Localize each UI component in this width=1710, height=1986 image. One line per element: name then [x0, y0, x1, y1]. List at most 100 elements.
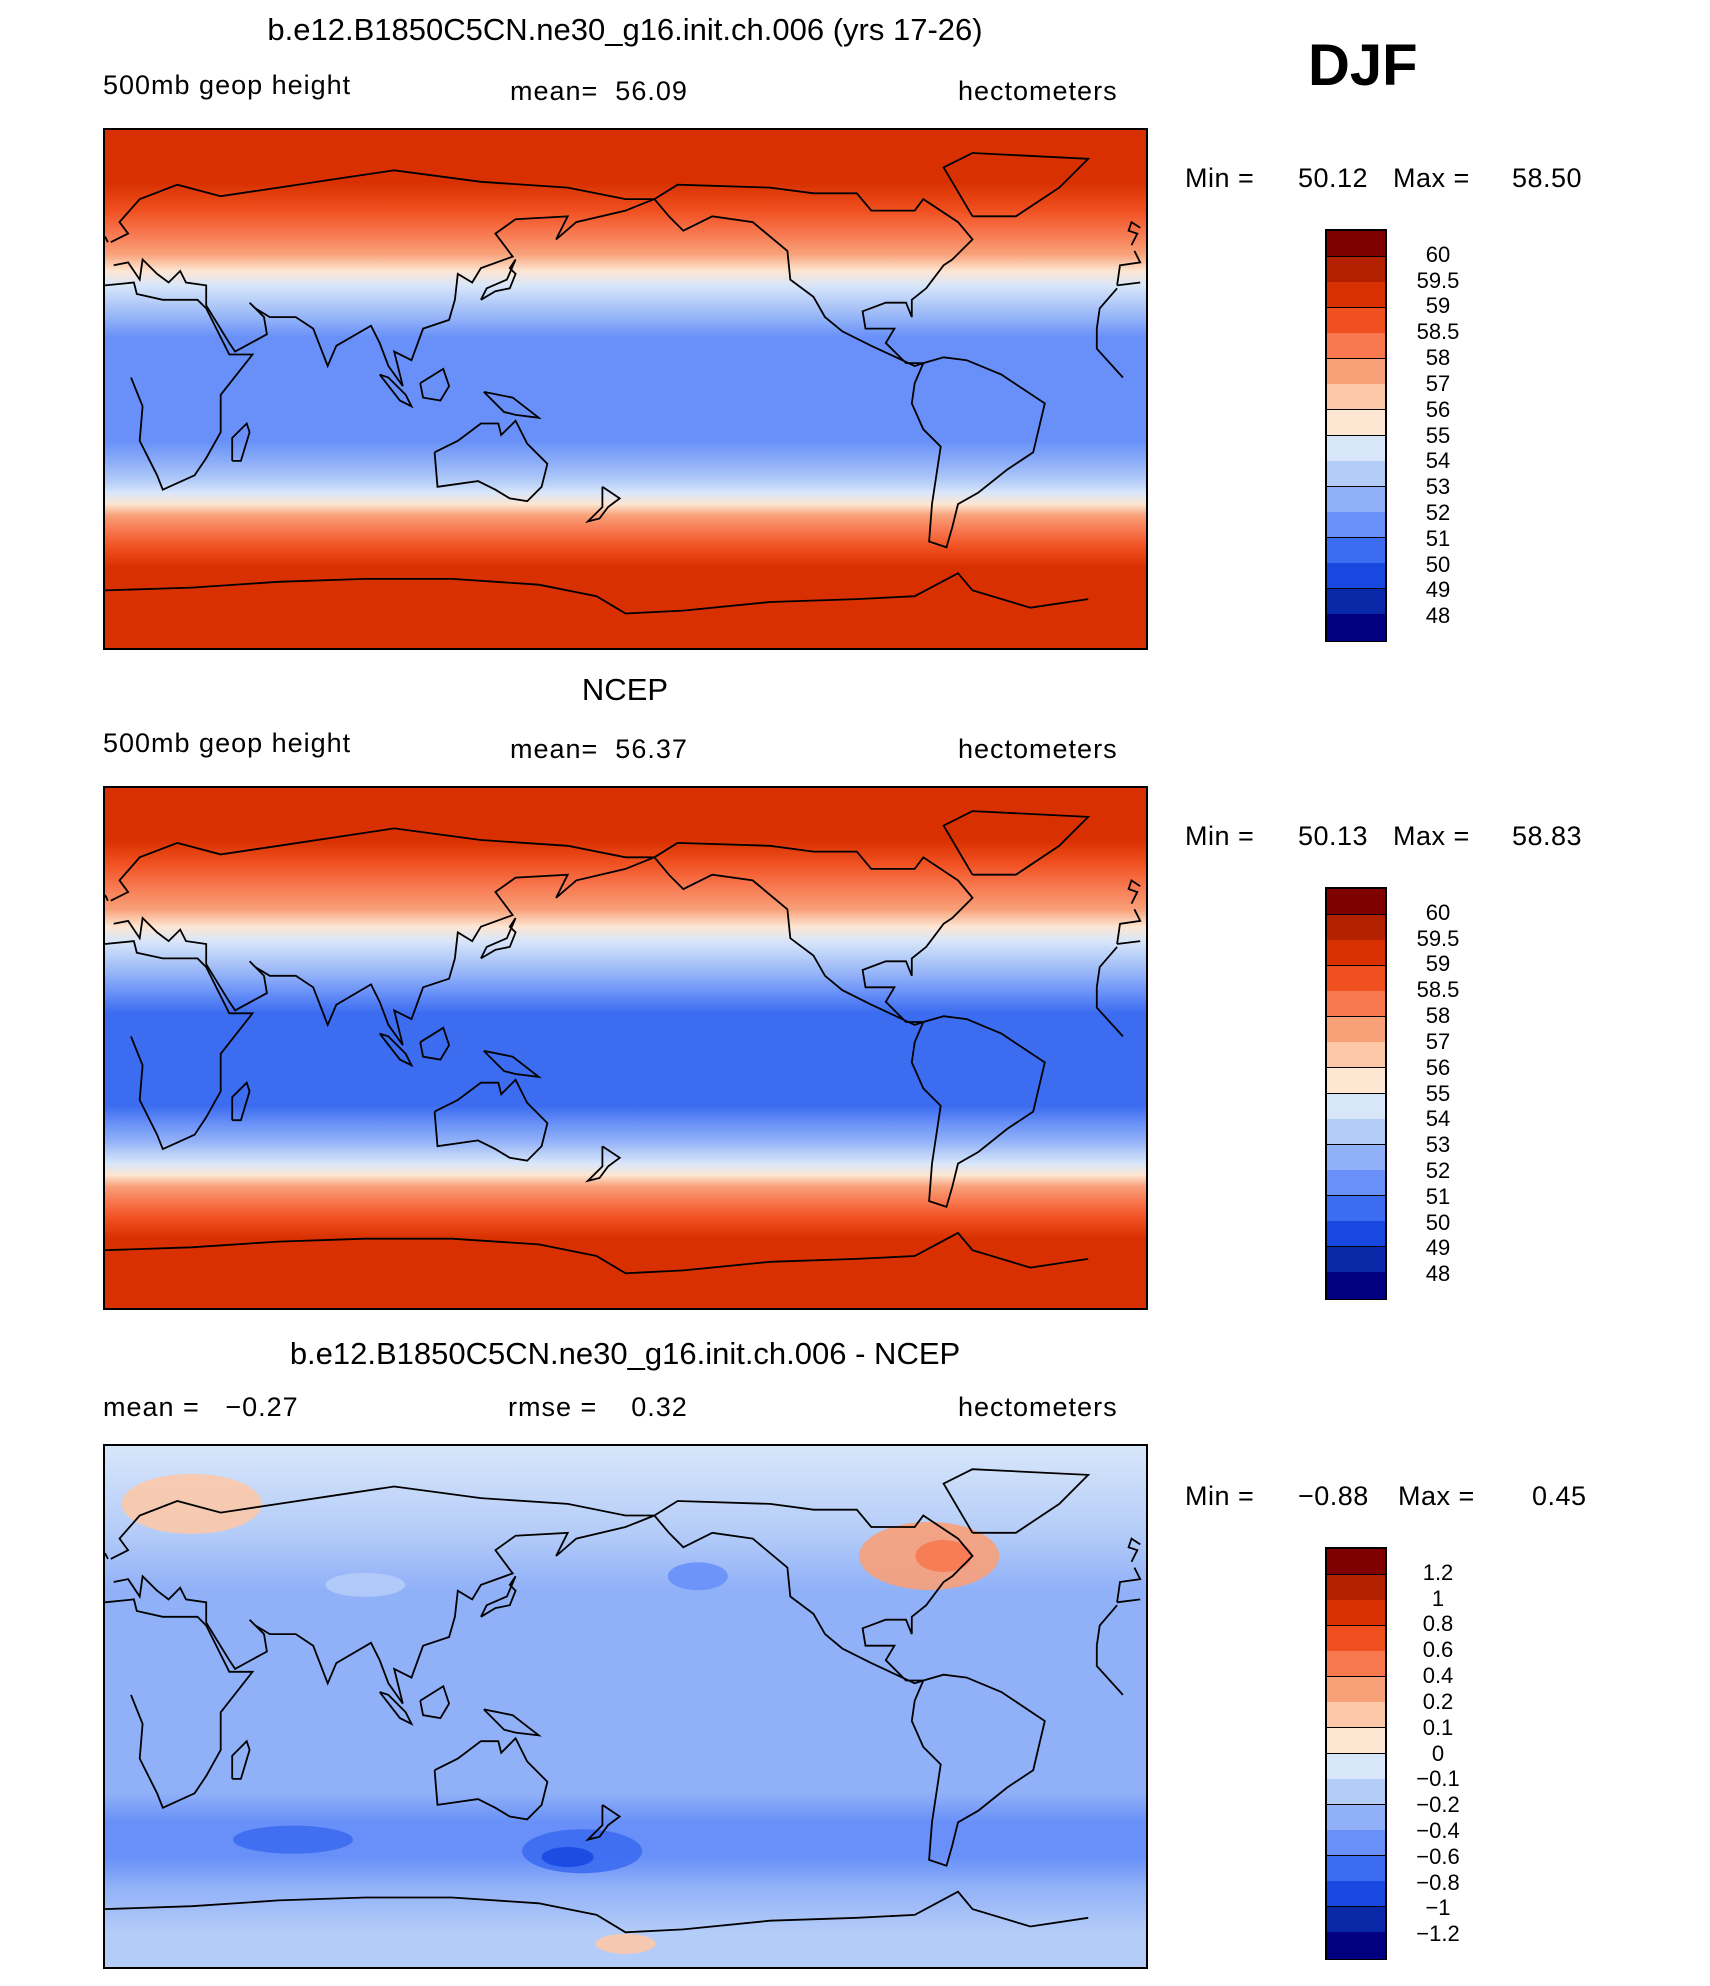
colorbar-tick-label: 51	[1425, 525, 1451, 551]
coastline	[105, 1231, 1089, 1275]
colorbar-tick-label: 53	[1425, 474, 1451, 500]
colorbar-tick-label: −0.4	[1416, 1817, 1460, 1843]
anomaly-contour	[667, 1562, 728, 1591]
coastline	[1127, 1537, 1141, 1563]
colorbar-tick-label: 58	[1425, 345, 1451, 371]
coastline	[480, 1575, 517, 1618]
colorbar-tick-label: 0.1	[1422, 1714, 1454, 1740]
coastline	[105, 894, 109, 902]
colorbar-swatch	[1327, 1830, 1385, 1857]
coastline	[1095, 287, 1118, 329]
coastline	[480, 258, 517, 301]
colorbar-swatch	[1327, 1702, 1385, 1729]
coastline	[584, 1145, 622, 1183]
colorbar-tick-label: 1.2	[1422, 1559, 1454, 1585]
season-label: DJF	[1308, 33, 1418, 98]
colorbar-swatch	[1327, 1779, 1385, 1806]
colorbar-tick-label: 56	[1425, 396, 1451, 422]
coastline	[110, 1485, 655, 1705]
colorbar-tick-label: −0.2	[1416, 1792, 1460, 1818]
colorbar-swatch	[1327, 1906, 1385, 1933]
coastline	[105, 1890, 1089, 1934]
colorbar-swatch	[1327, 256, 1385, 283]
anomaly-contour	[232, 1825, 353, 1854]
colorbar-swatch	[1327, 889, 1385, 916]
colorbar-swatch	[1327, 486, 1385, 513]
coastline	[105, 572, 1089, 615]
colorbar-swatch	[1327, 991, 1385, 1018]
colorbar-tick-label: 52	[1425, 499, 1451, 525]
panel-3-units-label: hectometers	[958, 1392, 1118, 1422]
anomaly-contour	[915, 1539, 972, 1572]
colorbar-tick-label: 52	[1425, 1157, 1451, 1183]
colorbar-swatch	[1327, 940, 1385, 967]
colorbar-tick-label: 50	[1425, 551, 1451, 577]
panel-1-max-value: 58.50	[1512, 163, 1583, 193]
colorbar-tick-label: 0	[1431, 1740, 1445, 1766]
colorbar-tick-label: 49	[1425, 577, 1451, 603]
anomaly-contour	[595, 1933, 656, 1954]
panel-1-max-label: Max =	[1393, 163, 1470, 193]
panel-3-min-value: −0.88	[1298, 1481, 1369, 1511]
colorbar-swatch	[1327, 1246, 1385, 1273]
colorbar-swatch	[1327, 537, 1385, 564]
coastline	[1116, 250, 1142, 286]
panel-2-max-value: 58.83	[1512, 821, 1583, 851]
colorbar-tick-label: 1	[1431, 1585, 1445, 1611]
colorbar-swatch	[1327, 1272, 1385, 1299]
colorbar-swatch	[1327, 282, 1385, 309]
colorbar-tick-label: 56	[1425, 1054, 1451, 1080]
coastline	[1095, 987, 1124, 1038]
colorbar-swatch	[1327, 1221, 1385, 1248]
panel-3-max-value: 0.45	[1532, 1481, 1587, 1511]
colorbar-swatch	[1327, 1574, 1385, 1601]
colorbar-swatch	[1327, 914, 1385, 941]
colorbar-swatch	[1327, 1170, 1385, 1197]
coastline	[433, 1736, 549, 1821]
coastline	[1127, 220, 1141, 246]
panel-2-min-label: Min =	[1185, 821, 1255, 851]
colorbar-swatch	[1327, 1881, 1385, 1908]
panel-2-max-label: Max =	[1393, 821, 1470, 851]
colorbar-tick-label: 59.5	[1416, 267, 1460, 293]
panel-2-variable-label: 500mb geop height	[103, 728, 352, 758]
coastline	[653, 1500, 974, 1685]
colorbar-swatch	[1327, 1549, 1385, 1576]
colorbar-tick-label: −0.6	[1416, 1843, 1460, 1869]
colorbar-tick-label: −1	[1425, 1895, 1451, 1921]
coastline	[110, 827, 655, 1046]
colorbar-tick-label: 49	[1425, 1235, 1451, 1261]
anomaly-contour	[541, 1847, 594, 1868]
colorbar-swatch	[1327, 1651, 1385, 1678]
coastline	[942, 810, 1091, 876]
colorbar-swatch	[1327, 409, 1385, 436]
coastline	[584, 486, 622, 524]
coastline	[419, 1684, 451, 1720]
colorbar-swatch	[1327, 965, 1385, 992]
coastline	[231, 1081, 251, 1122]
contour-field	[105, 1446, 1146, 1967]
panel-2-title: NCEP	[581, 672, 669, 707]
colorbar-tick-label: 0.2	[1422, 1688, 1454, 1714]
panel-2-colorbar	[1325, 887, 1387, 1300]
colorbar-tick-label: −1.2	[1416, 1921, 1460, 1947]
coastline	[1127, 878, 1141, 905]
colorbar-tick-label: 59.5	[1416, 925, 1460, 951]
coastline	[1095, 1604, 1118, 1646]
colorbar-swatch	[1327, 461, 1385, 488]
colorbar-swatch	[1327, 1119, 1385, 1146]
colorbar-tick-label: 58.5	[1416, 319, 1460, 345]
colorbar-tick-label: 48	[1425, 1261, 1451, 1287]
coastline	[1116, 1567, 1142, 1603]
coastline	[105, 236, 109, 243]
panel-2-units-label: hectometers	[958, 734, 1118, 764]
colorbar-tick-label: 50	[1425, 1209, 1451, 1235]
colorbar-tick-label: 60	[1425, 241, 1451, 267]
colorbar-swatch	[1327, 588, 1385, 615]
coastline	[105, 1598, 255, 1810]
coastline	[378, 1691, 414, 1726]
colorbar-swatch	[1327, 614, 1385, 641]
colorbar-tick-label: 58	[1425, 1003, 1451, 1029]
colorbar-swatch	[1327, 1676, 1385, 1703]
coastline	[910, 356, 1046, 549]
